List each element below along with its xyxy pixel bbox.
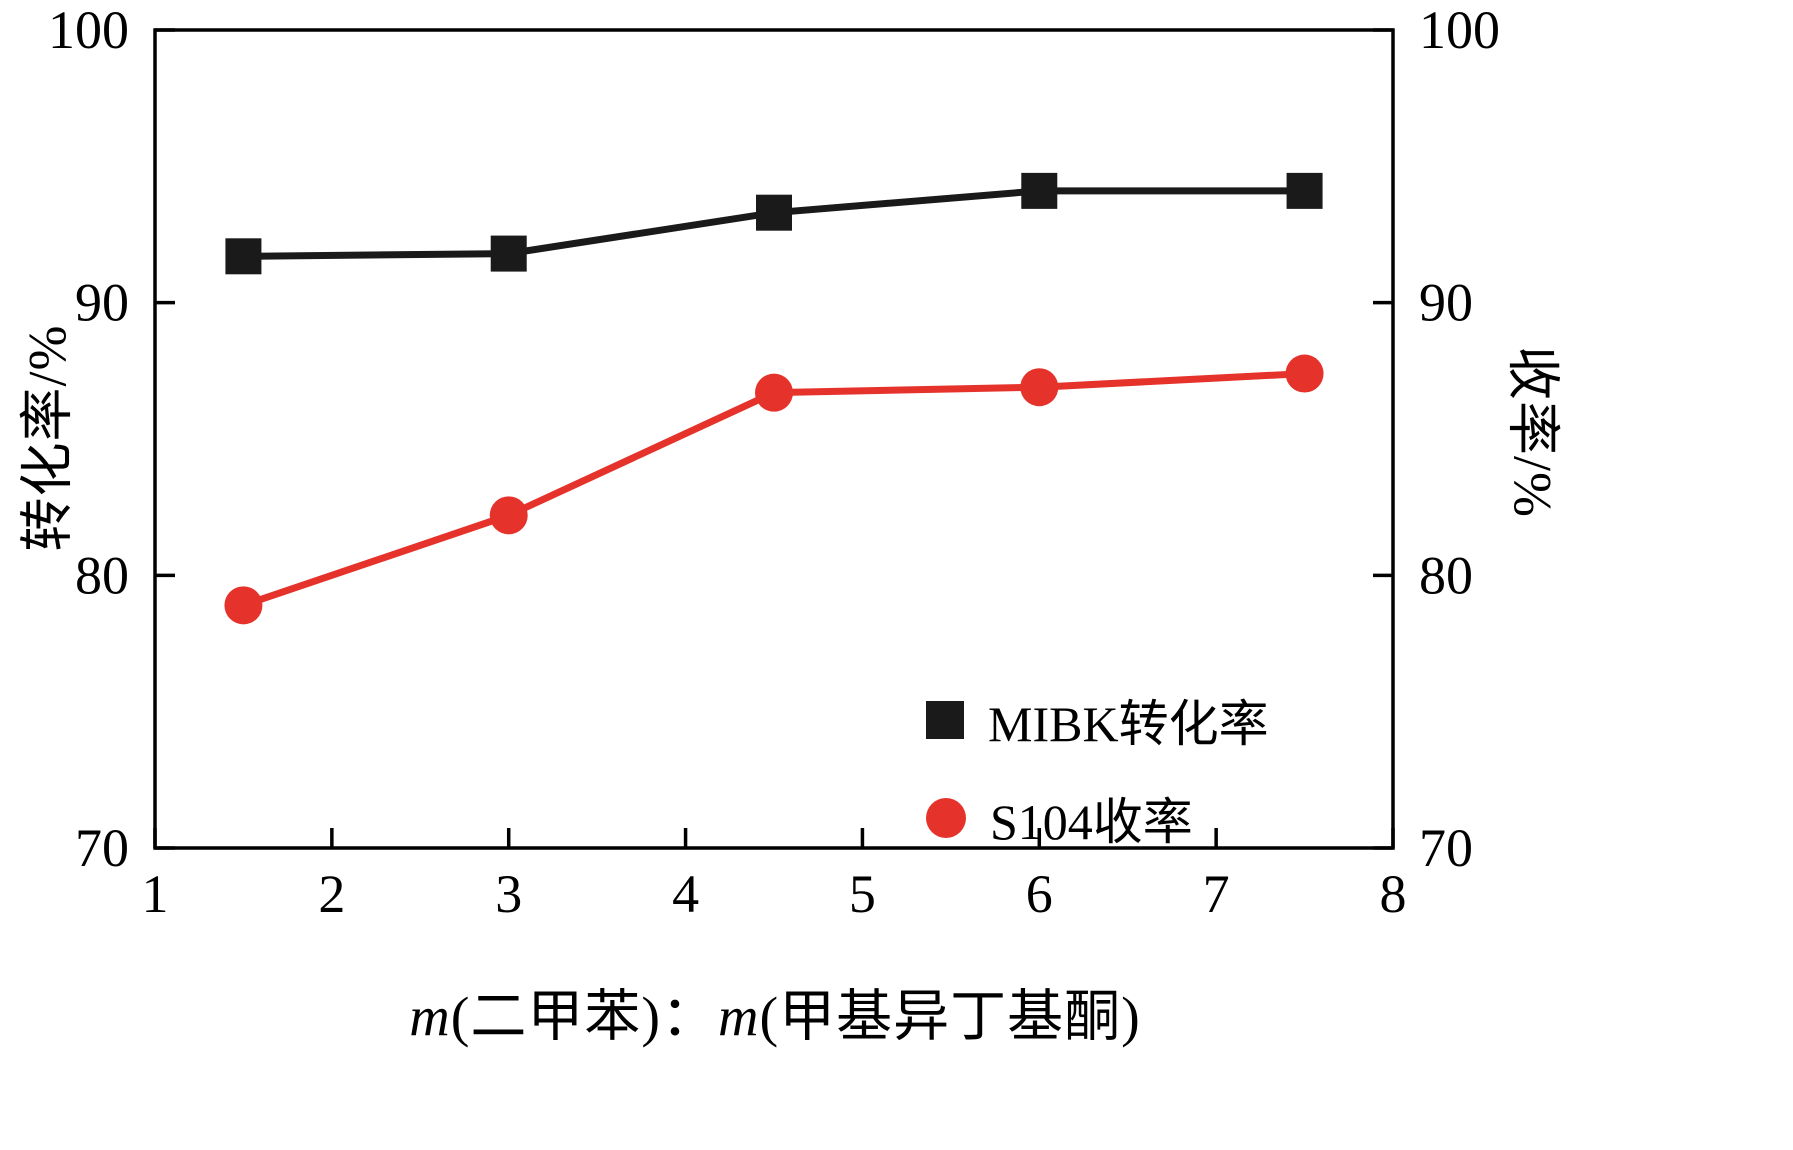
data-point-circle [1020, 368, 1059, 407]
y-tick-label-right: 100 [1419, 0, 1500, 60]
x-tick-label: 8 [1380, 864, 1407, 924]
data-point-square [756, 194, 792, 231]
legend-label-mibk: MIBK转化率 [988, 696, 1269, 752]
square-marker-icon [926, 701, 964, 739]
x-tick-label: 2 [318, 864, 345, 924]
x-axis-title-part: m [718, 986, 760, 1049]
y-tick-label-right: 90 [1419, 273, 1473, 333]
x-tick-label: 5 [849, 864, 876, 924]
data-point-square [490, 235, 527, 272]
circle-marker-icon [926, 798, 966, 838]
left-axis-title: 转化率/% [17, 324, 78, 552]
data-point-circle [489, 496, 528, 535]
y-tick-label-right: 80 [1419, 545, 1473, 605]
x-tick-label: 3 [495, 864, 522, 924]
y-tick-label-left: 70 [75, 818, 129, 878]
data-point-circle [755, 373, 793, 412]
data-point-square [1021, 172, 1058, 209]
data-point-circle [224, 586, 263, 625]
x-tick-label: 6 [1026, 864, 1053, 924]
x-axis-title-part: (二甲苯)： [450, 986, 718, 1049]
legend-label-s104: S104收率 [990, 794, 1193, 850]
y-tick-label-left: 90 [75, 273, 129, 333]
y-tick-label-right: 70 [1419, 818, 1473, 878]
data-point-square [1286, 172, 1323, 209]
y-tick-label-left: 80 [75, 545, 129, 605]
data-point-circle [1285, 354, 1324, 393]
x-axis-title: m(二甲苯)：m(甲基异丁基酮) [409, 972, 1141, 1053]
right-axis-title: 收率/% [1502, 346, 1563, 518]
plot-frame [153, 28, 1395, 850]
x-tick-label: 4 [672, 864, 699, 924]
legend-item-s104: S104收率 [926, 782, 1269, 854]
data-point-square [225, 238, 262, 275]
x-axis-title-part: m [409, 986, 451, 1049]
x-tick-label: 1 [142, 864, 169, 924]
x-tick-label: 7 [1203, 864, 1230, 924]
y-tick-label-left: 100 [48, 0, 129, 60]
legend-item-mibk: MIBK转化率 [926, 684, 1269, 756]
legend: MIBK转化率 S104收率 [926, 684, 1269, 854]
x-axis-title-part: (甲基异丁基酮) [759, 986, 1141, 1049]
